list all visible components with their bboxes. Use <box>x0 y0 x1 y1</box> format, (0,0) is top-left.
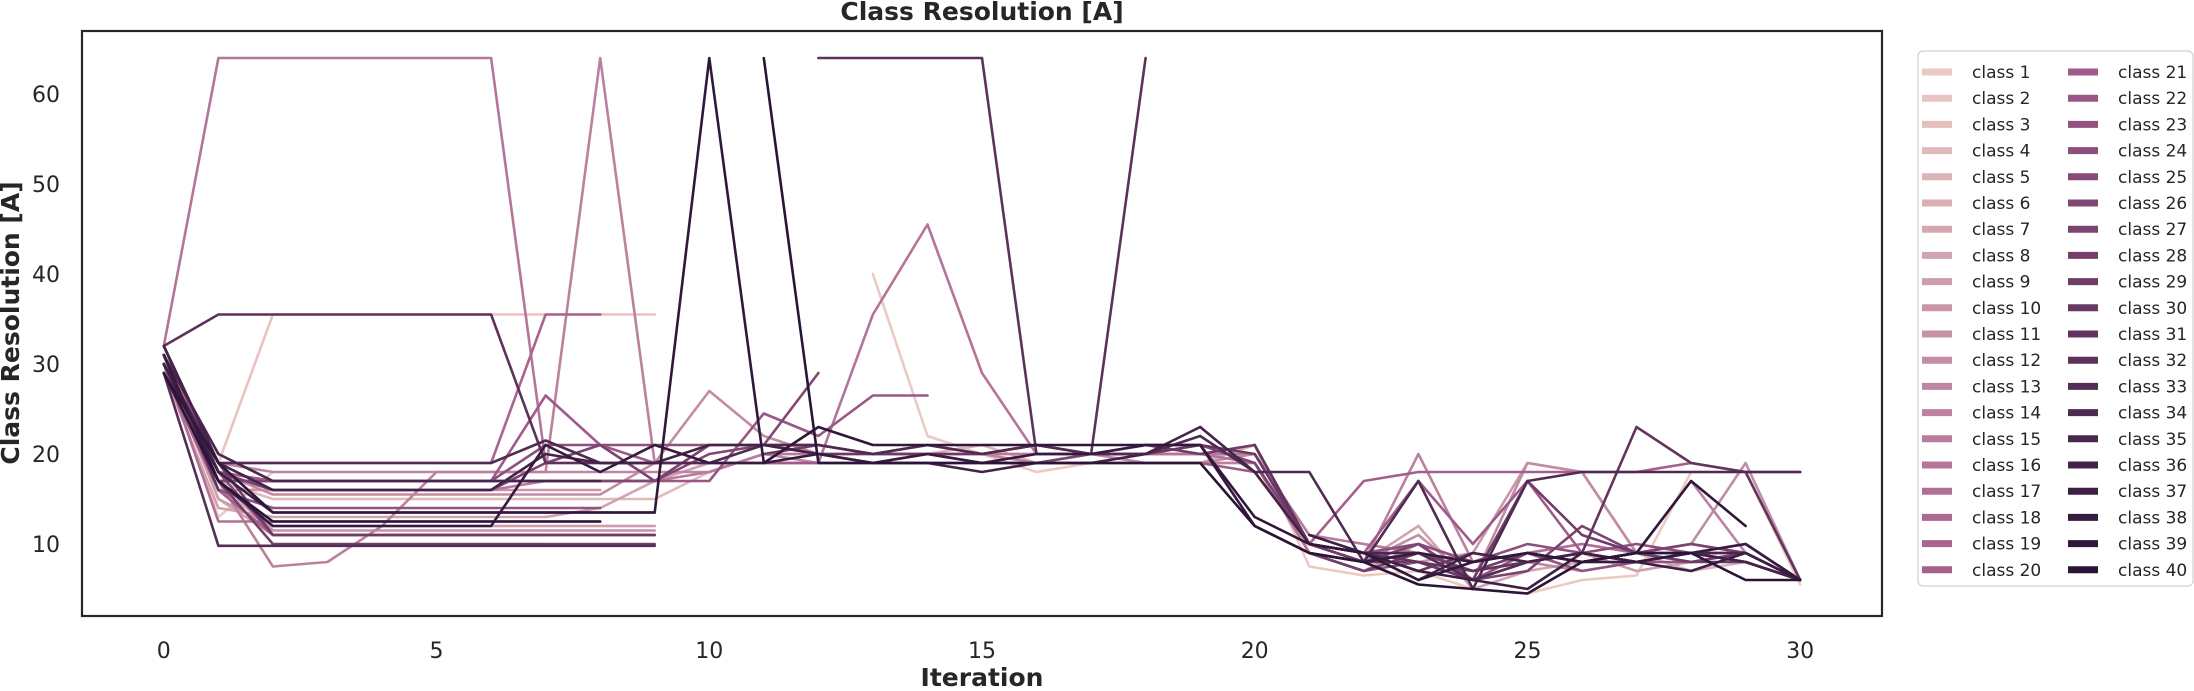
legend-label-class-30: class 30 <box>2118 299 2187 319</box>
legend-label-class-4: class 4 <box>1972 142 2030 162</box>
legend-label-class-36: class 36 <box>2118 456 2187 476</box>
legend-label-class-33: class 33 <box>2118 377 2187 397</box>
series-line-class-34 <box>162 362 1802 591</box>
series-layer <box>162 56 1802 595</box>
y-axis-ticks: 10 20 30 40 50 60 <box>32 83 60 558</box>
y-tick-label: 10 <box>32 533 60 558</box>
legend-label-class-1: class 1 <box>1972 63 2030 83</box>
y-axis-label: Class Resolution [A] <box>0 181 25 464</box>
legend-label-class-3: class 3 <box>1972 115 2030 135</box>
legend-label-class-8: class 8 <box>1972 246 2030 266</box>
legend-label-class-9: class 9 <box>1972 273 2030 293</box>
legend-label-class-23: class 23 <box>2118 115 2187 135</box>
legend-label-class-15: class 15 <box>1972 430 2041 450</box>
x-tick-label: 20 <box>1241 639 1269 664</box>
y-tick-label: 30 <box>32 353 60 378</box>
x-tick-label: 30 <box>1786 639 1814 664</box>
legend-label-class-2: class 2 <box>1972 89 2030 109</box>
series-line-class-40 <box>162 56 1802 595</box>
legend-label-class-35: class 35 <box>2118 430 2187 450</box>
legend-label-class-37: class 37 <box>2118 482 2187 502</box>
series-line-class-36 <box>162 344 1802 582</box>
legend-label-class-24: class 24 <box>2118 142 2187 162</box>
x-axis-ticks: 0 5 10 15 20 25 30 <box>157 639 1814 664</box>
legend-label-class-27: class 27 <box>2118 220 2187 240</box>
chart-title: Class Resolution [A] <box>840 0 1123 26</box>
x-tick-label: 5 <box>430 639 444 664</box>
legend-label-class-29: class 29 <box>2118 273 2187 293</box>
legend-label-class-13: class 13 <box>1972 377 2041 397</box>
legend-label-class-10: class 10 <box>1972 299 2041 319</box>
series-line-class-39 <box>162 56 1747 582</box>
series-line-class-11 <box>162 362 656 532</box>
legend-label-class-40: class 40 <box>2118 561 2187 581</box>
x-tick-label: 10 <box>695 639 723 664</box>
plot-frame <box>80 29 1884 618</box>
legend-label-class-28: class 28 <box>2118 246 2187 266</box>
legend-label-class-7: class 7 <box>1972 220 2030 240</box>
legend-label-class-22: class 22 <box>2118 89 2187 109</box>
legend-frame <box>1917 50 2194 587</box>
y-tick-label: 50 <box>32 173 60 198</box>
legend-label-class-25: class 25 <box>2118 168 2187 188</box>
legend-label-class-16: class 16 <box>1972 456 2041 476</box>
legend-label-class-31: class 31 <box>2118 325 2187 345</box>
y-tick-label: 40 <box>32 263 60 288</box>
legend: class 1 class 2 class 3 class 4 class 5 class… <box>1917 50 2194 587</box>
x-tick-label: 15 <box>968 639 996 664</box>
x-tick-label: 0 <box>157 639 171 664</box>
legend-entries: class 1 class 2 class 3 class 4 class 5 class… <box>1922 63 2187 581</box>
legend-label-class-17: class 17 <box>1972 482 2041 502</box>
y-tick-label: 20 <box>32 443 60 468</box>
legend-label-class-34: class 34 <box>2118 404 2187 424</box>
legend-label-class-21: class 21 <box>2118 63 2187 83</box>
legend-label-class-20: class 20 <box>1972 561 2041 581</box>
legend-label-class-38: class 38 <box>2118 508 2187 528</box>
legend-label-class-19: class 19 <box>1972 535 2041 555</box>
legend-label-class-12: class 12 <box>1972 351 2041 371</box>
legend-label-class-11: class 11 <box>1972 325 2041 345</box>
legend-label-class-18: class 18 <box>1972 508 2041 528</box>
legend-label-class-14: class 14 <box>1972 404 2041 424</box>
y-tick-label: 60 <box>32 83 60 108</box>
legend-label-class-32: class 32 <box>2118 351 2187 371</box>
legend-label-class-26: class 26 <box>2118 194 2187 214</box>
legend-label-class-5: class 5 <box>1972 168 2030 188</box>
x-axis-label: Iteration <box>921 663 1044 691</box>
legend-label-class-39: class 39 <box>2118 535 2187 555</box>
legend-label-class-6: class 6 <box>1972 194 2030 214</box>
x-tick-label: 25 <box>1514 639 1542 664</box>
